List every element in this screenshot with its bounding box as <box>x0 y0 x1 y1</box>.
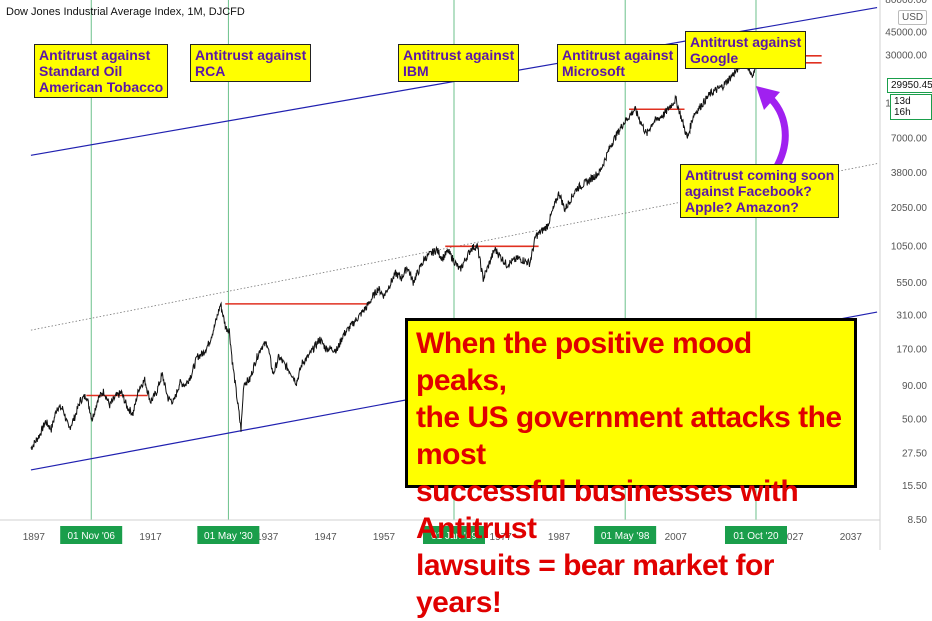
y-tick-label: 15.50 <box>902 481 927 492</box>
event-date-box <box>594 526 657 544</box>
countdown-tag: 13d 16h <box>890 94 932 120</box>
price-series-line <box>30 55 757 451</box>
annotation-google: Antitrust against Google <box>685 31 807 69</box>
event-date-label: 01 May '30 <box>204 531 253 542</box>
x-tick-label: 1987 <box>548 532 571 543</box>
x-tick-label: 1917 <box>139 532 162 543</box>
y-tick-label: 1050.00 <box>891 241 928 252</box>
arrow-head <box>756 86 780 110</box>
x-tick-label: 1947 <box>314 532 337 543</box>
annotation-coming-soon: Antitrust coming soon against Facebook? … <box>680 164 840 218</box>
x-tick-label: 1897 <box>23 532 46 543</box>
event-date-box <box>724 526 787 544</box>
y-tick-label: 310.00 <box>896 311 927 322</box>
annotation-microsoft: Antitrust against Microsoft <box>557 44 679 82</box>
y-tick-label: 2050.00 <box>891 203 928 214</box>
x-tick-label: 1937 <box>256 532 279 543</box>
x-tick-label: 1977 <box>490 532 513 543</box>
y-tick-label: 80000.00 <box>885 0 927 6</box>
event-date-box <box>423 526 485 544</box>
annotation-standard-oil: Antitrust against Standard Oil American … <box>34 44 169 98</box>
event-date-label: 01 May '98 <box>601 531 650 542</box>
main-message-box: When the positive mood peaks, the US gov… <box>405 318 857 619</box>
chart-title: Dow Jones Industrial Average Index, 1M, … <box>6 6 245 18</box>
x-tick-label: 2037 <box>840 532 863 543</box>
y-tick-label: 8.50 <box>908 515 928 526</box>
event-date-label: 01 Nov '06 <box>67 531 115 542</box>
event-date-box <box>60 526 123 544</box>
event-date-label: 01 Jan '69 <box>431 531 477 542</box>
event-date-box <box>197 526 260 544</box>
purple-arrow-icon <box>756 86 789 172</box>
event-date-label: 01 Oct '20 <box>733 531 779 542</box>
annotation-ibm: Antitrust against IBM <box>398 44 520 82</box>
last-price-tag: 29950.45 <box>887 78 932 93</box>
currency-label: USD <box>898 10 928 25</box>
x-tick-label: 1957 <box>373 532 396 543</box>
y-tick-label: 50.00 <box>902 414 927 425</box>
y-tick-label: 7000.00 <box>891 133 928 144</box>
y-tick-label: 30000.00 <box>885 51 927 62</box>
y-tick-label: 3800.00 <box>891 168 928 179</box>
y-tick-label: 170.00 <box>896 345 927 356</box>
x-tick-label: 2007 <box>665 532 688 543</box>
arrow-shaft <box>764 92 789 172</box>
y-tick-label: 550.00 <box>896 278 927 289</box>
y-tick-label: 90.00 <box>902 381 927 392</box>
y-tick-label: 27.50 <box>902 448 927 459</box>
annotation-rca: Antitrust against RCA <box>190 44 312 82</box>
y-tick-label: 45000.00 <box>885 28 927 39</box>
x-tick-label: 2027 <box>781 532 804 543</box>
